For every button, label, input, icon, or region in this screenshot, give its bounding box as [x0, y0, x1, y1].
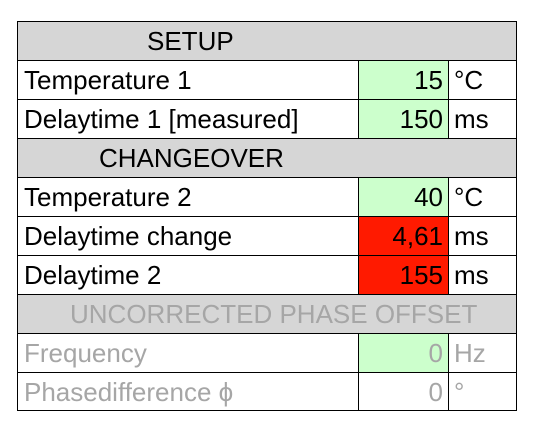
unit-delaytime-1: ms — [454, 104, 489, 134]
section-header-changeover: CHANGEOVER — [18, 139, 516, 178]
value-delaytime-2: 155 — [359, 256, 449, 294]
unit-delaytime-2: ms — [454, 260, 489, 290]
label-frequency: Frequency — [18, 334, 359, 372]
input-temperature-1[interactable]: 15 — [359, 61, 449, 99]
input-frequency[interactable]: 0 — [359, 334, 449, 372]
section-title-uncorrected: UNCORRECTED PHASE OFFSET — [70, 299, 478, 329]
row-temperature-2: Temperature 2 40 °C — [18, 178, 516, 217]
section-header-setup: SETUP — [18, 22, 516, 61]
row-temperature-1: Temperature 1 15 °C — [18, 61, 516, 100]
label-temperature-2: Temperature 2 — [18, 178, 359, 216]
label-phasedifference: Phasedifference ϕ — [18, 373, 359, 411]
label-delaytime-2: Delaytime 2 — [18, 256, 359, 294]
input-delaytime-1[interactable]: 150 — [359, 100, 449, 138]
unit-delaytime-change: ms — [454, 221, 489, 251]
spreadsheet-table: SETUP Temperature 1 15 °C Delaytime 1 [m… — [17, 21, 517, 411]
section-title-changeover: CHANGEOVER — [99, 143, 284, 173]
section-header-uncorrected: UNCORRECTED PHASE OFFSET — [18, 295, 516, 334]
row-delaytime-change: Delaytime change 4,61 ms — [18, 217, 516, 256]
row-phasedifference: Phasedifference ϕ 0 ° — [18, 373, 516, 412]
value-phasedifference: 0 — [359, 373, 449, 411]
input-temperature-2[interactable]: 40 — [359, 178, 449, 216]
label-delaytime-change: Delaytime change — [18, 217, 359, 255]
row-delaytime-1: Delaytime 1 [measured] 150 ms — [18, 100, 516, 139]
row-delaytime-2: Delaytime 2 155 ms — [18, 256, 516, 295]
unit-phasedifference: ° — [454, 377, 465, 407]
label-delaytime-1: Delaytime 1 [measured] — [18, 100, 359, 138]
label-temperature-1: Temperature 1 — [18, 61, 359, 99]
value-delaytime-change: 4,61 — [359, 217, 449, 255]
section-title-setup: SETUP — [147, 26, 234, 56]
unit-temperature-1: °C — [454, 65, 484, 95]
row-frequency: Frequency 0 Hz — [18, 334, 516, 373]
unit-frequency: Hz — [454, 338, 486, 368]
unit-temperature-2: °C — [454, 182, 484, 212]
